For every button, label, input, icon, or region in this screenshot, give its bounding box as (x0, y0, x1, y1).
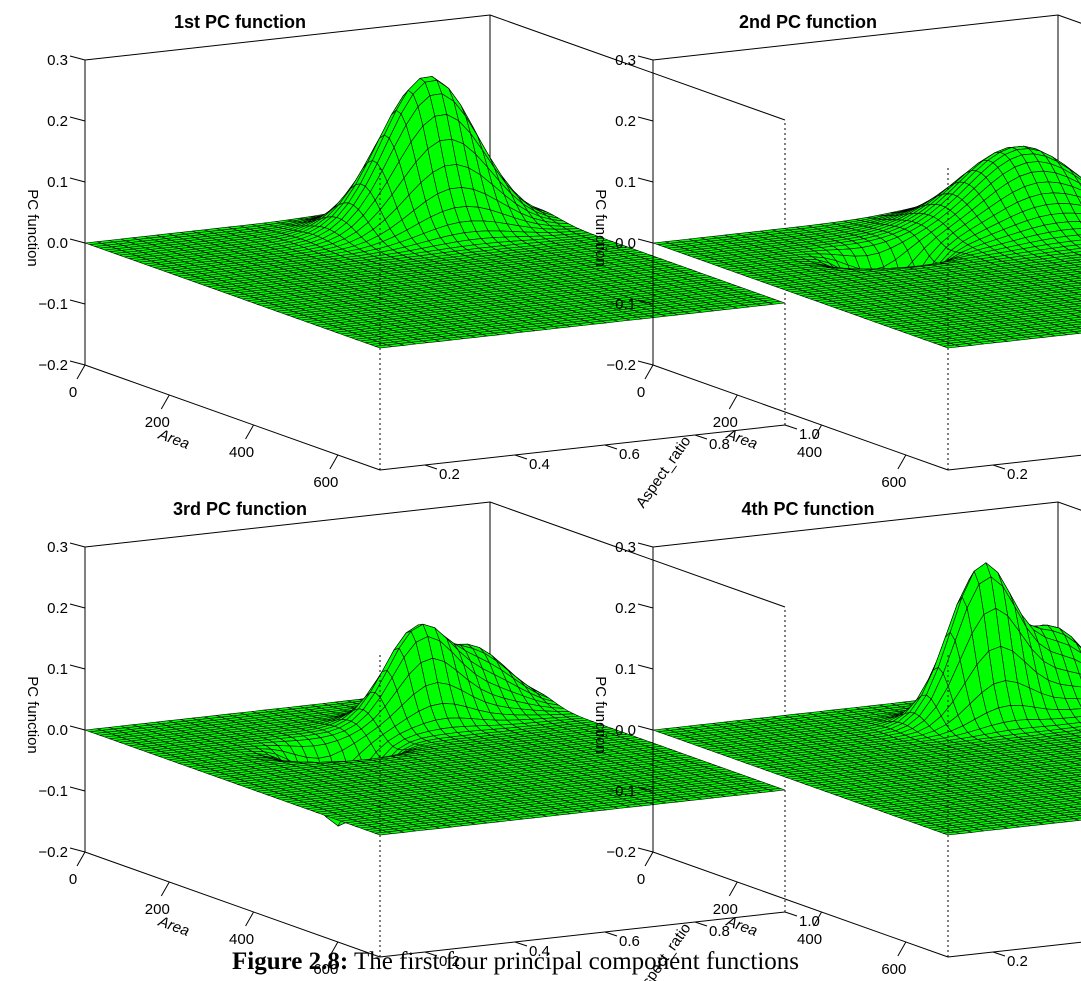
box-edge (652, 14, 1059, 61)
y-tick (694, 434, 708, 440)
z-tick-label: −0.2 (38, 357, 68, 374)
box-edge (489, 14, 786, 121)
surface-mesh (652, 145, 1081, 349)
y-tick (424, 464, 438, 470)
x-tick-label: 0 (69, 384, 77, 401)
x-tick-label: 600 (313, 474, 338, 491)
z-tick-label: 0.2 (47, 113, 68, 130)
chart-panel-1: 1st PC function −0.2 −0.1 0.0 0.1 0.2 0.3 PC fu… (24, 12, 820, 511)
z-axis-label: PC function (24, 189, 41, 267)
chart-title: 2nd PC function (739, 12, 877, 32)
x-tick (76, 364, 86, 380)
y-tick (992, 464, 1006, 470)
x-tick (897, 454, 907, 470)
z-tick (637, 177, 654, 183)
x-tick-label: 400 (229, 444, 254, 461)
y-axis-label: Aspect_ratio (633, 433, 695, 511)
y-tick (784, 424, 798, 430)
box-edge (84, 14, 491, 61)
z-tick (69, 360, 86, 366)
y-tick (514, 454, 528, 460)
z-tick-label: 0.1 (615, 174, 636, 191)
y-tick-label: 0.2 (1007, 466, 1028, 483)
y-tick-label: 0.6 (619, 446, 640, 463)
box-edge (947, 454, 1081, 471)
z-tick-label: 0.2 (615, 113, 636, 130)
z-tick-label: 0.1 (47, 174, 68, 191)
x-tick-label: 400 (797, 444, 822, 461)
x-tick-label: 600 (881, 474, 906, 491)
x-tick-label: 0 (637, 384, 645, 401)
chart-title: 1st PC function (174, 12, 306, 32)
chart-panel-2: 2nd PC function −0.2 −0.1 0.0 0.1 0.2 0.3 PC fu… (592, 12, 1081, 491)
y-tick-label: 1.0 (799, 426, 820, 443)
z-tick (637, 55, 654, 61)
z-tick-label: 0.3 (615, 52, 636, 69)
z-tick-label: −0.2 (606, 357, 636, 374)
z-tick-label: 0.0 (47, 235, 68, 252)
y-tick-label: 0.8 (709, 436, 730, 453)
x-tick (728, 394, 738, 410)
box-edge (84, 364, 381, 471)
z-tick-label: 0.0 (615, 235, 636, 252)
y-tick-label: 0.4 (529, 456, 550, 473)
x-tick (245, 424, 255, 440)
y-tick (604, 444, 618, 450)
z-tick-label: −0.1 (606, 296, 636, 313)
surface-mesh (84, 75, 786, 349)
z-tick (69, 55, 86, 61)
z-tick (637, 360, 654, 366)
surface-facet (375, 344, 393, 349)
z-axis-label: PC function (592, 189, 609, 267)
x-tick-label: 200 (145, 414, 170, 431)
x-tick (644, 364, 654, 380)
z-tick (69, 238, 86, 244)
x-tick (160, 394, 170, 410)
z-tick (69, 299, 86, 305)
box-edge (379, 424, 786, 471)
z-tick (69, 177, 86, 183)
z-tick (69, 116, 86, 122)
x-tick (329, 454, 339, 470)
z-tick (637, 238, 654, 244)
x-axis-label: Area (155, 426, 192, 453)
box-edge (1057, 14, 1081, 24)
z-tick-label: −0.1 (38, 296, 68, 313)
y-tick-label: 0.2 (439, 466, 460, 483)
z-tick (637, 116, 654, 122)
z-tick-label: 0.3 (47, 52, 68, 69)
